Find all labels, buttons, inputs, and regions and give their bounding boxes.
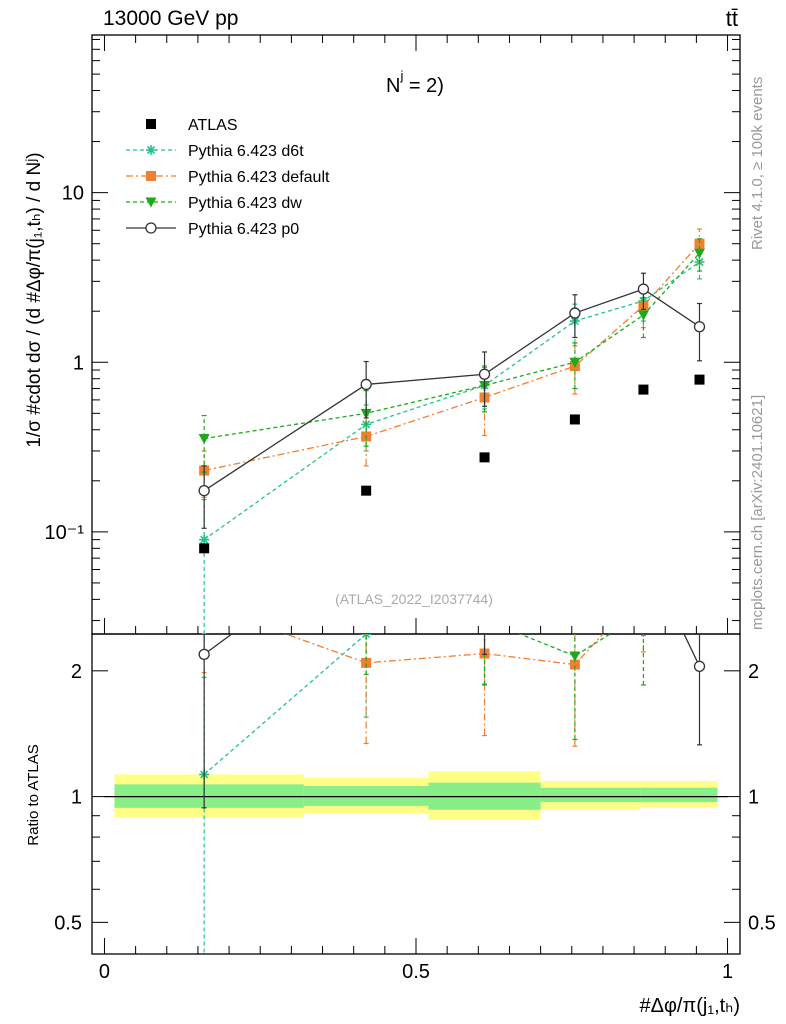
x-tick-label: 0.5 (402, 961, 430, 983)
main-point-atlas (638, 384, 649, 395)
main-line-pythia-6-423-dw (204, 252, 700, 440)
y-tick-label-ratio-right: 0.5 (748, 912, 776, 934)
main-point-atlas (361, 485, 372, 496)
ratio-point-pythia-6-423-p0 (570, 529, 580, 539)
x-tick-label: 0 (99, 961, 110, 983)
main-line-pythia-6-423-p0 (203, 288, 700, 492)
axis-ticks: 10 1 10⁻¹ 2 2 1 1 0.5 0.5 0 0.5 1 (45, 35, 776, 983)
main-point-pythia-6-423-default (694, 238, 705, 249)
rivet-label: Rivet 4.1.0, ≥ 100k events (749, 77, 766, 250)
main-point-pythia-6-423-p0 (637, 283, 650, 295)
ratio-point-pythia-6-423-dw (479, 615, 490, 625)
ratio-point-pythia-6-423-d6t (570, 549, 580, 559)
ratio-point-pythia-6-423-default (361, 657, 372, 668)
panel-label: Nj = 2) (386, 68, 444, 97)
main-point-atlas (569, 414, 580, 425)
x-axis-label: #Δφ/π(j₁,tₕ) (639, 995, 740, 1017)
main-line-pythia-6-423-default (204, 243, 700, 472)
main-point-atlas (199, 543, 210, 554)
ratio-point-pythia-6-423-dw (694, 480, 705, 490)
legend-label: Pythia 6.423 p0 (188, 221, 299, 238)
main-point-pythia-6-423-dw (569, 357, 581, 368)
main-point-pythia-6-423-d6t (199, 534, 210, 545)
mcplots-label: mcplots.cern.ch [arXiv:2401.10621] (749, 395, 766, 630)
ratio-point-pythia-6-423-default (569, 659, 580, 670)
legend-marker (145, 197, 157, 208)
ratio-point-pythia-6-423-dw (569, 651, 581, 662)
ratio-point-pythia-6-423-p0 (693, 660, 706, 672)
ratio-band-inner (540, 787, 641, 803)
ratio-point-pythia-6-423-dw (638, 609, 649, 619)
main-point-pythia-6-423-p0 (360, 378, 372, 391)
ratio-point-pythia-6-423-d6t (480, 614, 490, 624)
y-tick-label-ratio: 2 (71, 661, 82, 683)
header-right: tt̄ (726, 6, 738, 31)
ratio-point-pythia-6-423-p0 (198, 648, 210, 661)
legend-marker (145, 222, 157, 234)
y-tick-label-ratio-right: 1 (748, 787, 759, 809)
legend-label: Pythia 6.423 dw (188, 195, 302, 212)
ratio-point-pythia-6-423-default (638, 585, 648, 595)
ratio-line-pythia-6-423-d6t (203, 634, 372, 775)
main-point-pythia-6-423-dw (198, 434, 210, 445)
legend-marker (146, 119, 156, 129)
ratio-series-layer (198, 457, 706, 954)
main-line-pythia-6-423-d6t (203, 261, 700, 541)
header-left: 13000 GeV pp (103, 7, 238, 30)
legend-marker (146, 145, 156, 155)
main-point-atlas (694, 374, 705, 385)
ratio-ylabel: Ratio to ATLAS (25, 744, 42, 845)
y-tick-label-main: 10⁻¹ (45, 522, 85, 544)
y-tick-label-main: 1 (73, 352, 84, 374)
legend: ATLAS Pythia 6.423 d6t Pythia 6.423 defaul… (126, 117, 330, 238)
ratio-line-pythia-6-423-default (283, 634, 604, 666)
main-point-pythia-6-423-p0 (693, 321, 706, 333)
y-tick-label-ratio: 0.5 (54, 912, 82, 934)
x-tick-label: 1 (722, 961, 733, 983)
main-point-pythia-6-423-dw (637, 310, 649, 321)
ratio-point-pythia-6-423-d6t (695, 502, 705, 512)
ratio-line-pythia-6-423-dw (518, 634, 612, 657)
legend-label: Pythia 6.423 default (188, 169, 330, 186)
ratio-point-pythia-6-423-default (695, 457, 705, 467)
main-point-pythia-6-423-dw (694, 248, 705, 259)
ratio-point-pythia-6-423-d6t (638, 573, 648, 583)
y-tick-label-main: 10 (62, 183, 84, 205)
main-point-pythia-6-423-p0 (478, 368, 491, 380)
main-point-atlas (479, 452, 490, 463)
y-tick-label-ratio-right: 2 (748, 661, 759, 683)
ratio-band-inner (640, 787, 718, 803)
main-point-pythia-6-423-p0 (198, 485, 210, 497)
main-ylabel: 1/σ #cdot dσ / (d #Δφ/π(j₁,tₕ) / d Nʲ) (24, 152, 45, 447)
legend-label: Pythia 6.423 d6t (188, 143, 304, 160)
analysis-id: (ATLAS_2022_I2037744) (335, 591, 493, 607)
legend-marker (146, 171, 156, 181)
main-series-layer (198, 228, 706, 634)
main-point-pythia-6-423-p0 (569, 307, 581, 319)
ratio-point-pythia-6-423-p0 (361, 530, 371, 540)
y-tick-label-ratio: 1 (71, 787, 82, 809)
ratio-bands (104, 771, 728, 820)
ratio-point-pythia-6-423-p0 (638, 544, 648, 554)
legend-label: ATLAS (188, 117, 238, 134)
